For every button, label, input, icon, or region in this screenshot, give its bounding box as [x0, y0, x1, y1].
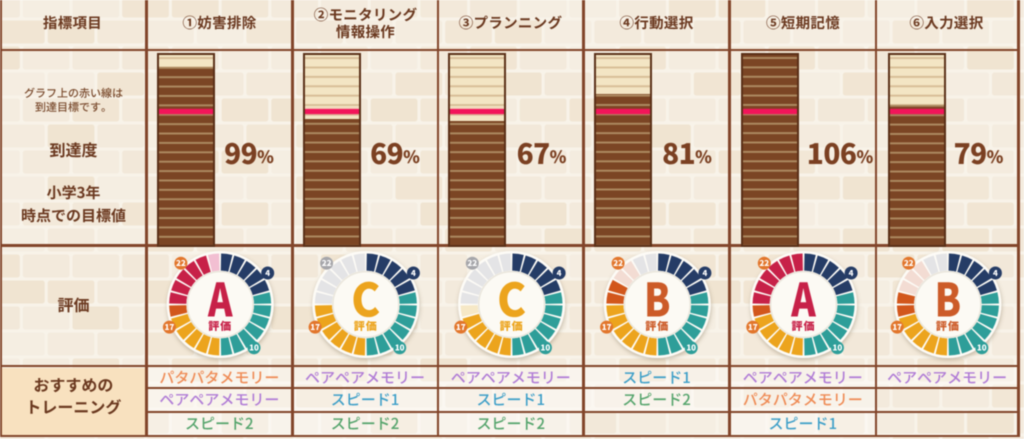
svg-text:4: 4 [849, 268, 854, 279]
svg-text:C: C [351, 265, 380, 331]
svg-text:22: 22 [467, 258, 477, 269]
svg-text:22: 22 [176, 258, 186, 269]
svg-text:10: 10 [833, 343, 843, 354]
svg-text:評価: 評価 [645, 318, 669, 334]
svg-text:17: 17 [165, 322, 175, 333]
svg-text:4: 4 [702, 268, 707, 279]
svg-text:10: 10 [249, 343, 259, 354]
svg-text:22: 22 [322, 258, 332, 269]
svg-text:B: B [644, 265, 671, 331]
svg-text:A: A [207, 265, 233, 331]
svg-text:10: 10 [686, 343, 696, 354]
svg-text:17: 17 [892, 322, 902, 333]
svg-text:10: 10 [977, 343, 987, 354]
svg-text:A: A [790, 265, 816, 331]
svg-text:C: C [497, 265, 526, 331]
svg-text:17: 17 [310, 322, 320, 333]
svg-text:4: 4 [411, 268, 416, 279]
svg-text:17: 17 [456, 322, 466, 333]
svg-text:4: 4 [265, 268, 270, 279]
svg-text:22: 22 [613, 258, 623, 269]
svg-text:22: 22 [759, 258, 769, 269]
svg-text:評価: 評価 [936, 318, 960, 334]
svg-text:4: 4 [993, 268, 998, 279]
svg-text:評価: 評価 [208, 318, 232, 334]
svg-text:4: 4 [557, 268, 562, 279]
svg-text:評価: 評価 [792, 318, 816, 334]
svg-text:17: 17 [748, 322, 758, 333]
svg-text:17: 17 [602, 322, 612, 333]
svg-text:評価: 評価 [354, 318, 378, 334]
svg-text:10: 10 [395, 343, 405, 354]
svg-text:B: B [935, 265, 962, 331]
svg-text:22: 22 [904, 258, 914, 269]
svg-text:10: 10 [541, 343, 551, 354]
svg-text:評価: 評価 [500, 318, 524, 334]
